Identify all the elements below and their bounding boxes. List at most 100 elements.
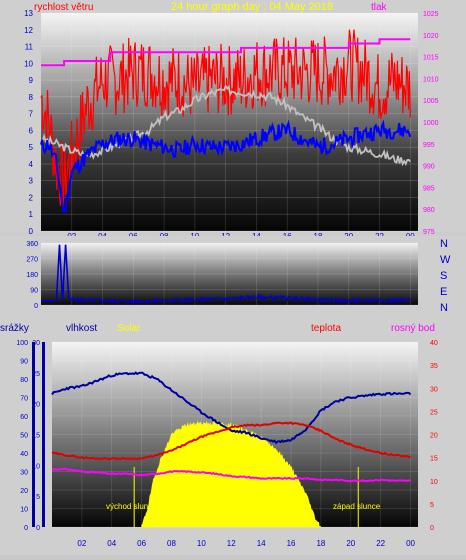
weather-series [51,371,412,528]
rain-tick-label: 30 [20,470,28,477]
wind-direction-axis-ticks: 0 90 180 270 360 [26,241,38,310]
pressure-axis-label: tlak [371,2,388,13]
wind-speed-tick-label: 7 [29,110,34,119]
wind-speed-tick-label: 6 [29,126,34,135]
pressure-tick-label: 1015 [423,55,439,62]
sunrise-annotation: východ slunce [106,502,157,511]
wind-pressure-series [40,29,412,213]
compass-label: W [440,254,451,266]
temperature-line [51,421,412,461]
humidity-line [51,371,412,445]
humidity-axis-label: vlhkost [66,323,97,334]
wind-speed-tick-label: 12 [24,26,33,35]
humidity-tick-label: 10 [32,463,40,470]
pressure-tick-label: 995 [423,142,435,149]
wind-speed-axis-label: rychlost větru [34,2,93,13]
rain-tick-label: 50 [20,433,28,440]
x-tick-label: 02 [77,539,86,548]
temperature-tick-label: 30 [430,386,438,393]
chart-title: 24 hour graph day : 04 May 2018 [171,1,333,13]
pressure-tick-label: 985 [423,185,435,192]
wind-direction-grid [41,242,418,306]
rain-axis-bar [32,342,35,527]
humidity-tick-label: 15 [32,433,40,440]
temperature-tick-label: 0 [430,525,434,532]
rain-tick-label: 60 [20,414,28,421]
wind-speed-line [40,119,412,213]
wind-speed-tick-label: 0 [29,227,34,236]
temperature-tick-label: 15 [430,456,438,463]
x-tick-label: 00 [406,539,415,548]
weather-x-ticks: 02 04 06 08 10 12 14 16 18 20 22 00 [77,539,415,548]
temperature-tick-label: 25 [430,409,438,416]
humidity-tick-label: 0 [36,525,40,532]
humidity-tick-label: 20 [32,402,40,409]
wind-speed-tick-label: 10 [24,59,33,68]
pressure-tick-label: 1000 [423,120,439,127]
direction-tick-label: 0 [34,303,38,310]
x-tick-label: 06 [137,539,146,548]
dew-point-line [51,467,411,483]
wind-speed-tick-label: 11 [25,43,34,52]
wind-direction-line [71,293,411,306]
pressure-tick-label: 1010 [423,76,439,83]
dew-point-axis-label: rosný bod [391,323,435,334]
wind-speed-tick-label: 4 [29,160,34,169]
rain-tick-label: 40 [20,451,28,458]
rain-tick-label: 90 [20,359,28,366]
x-tick-label: 08 [167,539,176,548]
direction-tick-label: 270 [26,257,38,264]
wind-speed-tick-label: 13 [24,9,33,18]
compass-label: N [440,302,448,314]
temperature-tick-label: 35 [430,363,438,370]
x-tick-label: 18 [316,539,325,548]
wind-speed-tick-label: 3 [29,177,34,186]
wind-speed-tick-label: 2 [29,193,34,202]
rain-tick-label: 20 [20,488,28,495]
temperature-axis-ticks: 0 5 10 15 20 25 30 35 40 [430,340,438,532]
rain-axis-label: srážky [0,323,29,334]
x-tick-label: 12 [227,539,236,548]
pressure-tick-label: 980 [423,207,435,214]
pressure-tick-label: 975 [423,229,435,236]
rain-axis-ticks: 0 10 20 30 40 50 60 70 80 90 100 [16,340,28,532]
rain-tick-label: 100 [16,340,28,347]
x-tick-label: 16 [287,539,296,548]
compass-label: S [440,270,447,282]
average-wind-line [40,84,412,167]
weather-panel: 0 10 20 30 40 50 60 70 80 90 100 0 5 10 15 20 25 30 0 5 10… [0,320,466,555]
compass-label: E [440,286,447,298]
rain-tick-label: 10 [20,507,28,514]
wind-speed-tick-label: 9 [29,76,34,85]
temperature-axis-label: teplota [311,323,341,334]
humidity-tick-label: 5 [36,494,40,501]
direction-tick-label: 360 [26,241,38,248]
pressure-tick-label: 990 [423,164,435,171]
solar-axis-label: Solar [117,323,141,334]
wind-speed-tick-label: 1 [29,210,34,219]
pressure-tick-label: 1025 [423,11,439,18]
humidity-tick-label: 30 [32,340,40,347]
x-tick-label: 14 [257,539,266,548]
x-tick-label: 04 [107,539,116,548]
temperature-tick-label: 10 [430,479,438,486]
rain-tick-label: 0 [24,525,28,532]
compass-label: N [440,238,448,250]
x-tick-label: 22 [376,539,385,548]
temperature-tick-label: 5 [430,502,434,509]
wind-speed-tick-label: 8 [29,93,34,102]
pressure-axis-ticks: 975 980 985 990 995 1000 1005 1010 1015 1020 1025 [423,11,439,236]
temperature-tick-label: 20 [430,433,438,440]
pressure-tick-label: 1005 [423,98,439,105]
temperature-tick-label: 40 [430,340,438,347]
rain-tick-label: 80 [20,377,28,384]
x-tick-label: 20 [346,539,355,548]
humidity-axis-bar [42,342,45,527]
wind-speed-tick-label: 5 [29,143,34,152]
direction-tick-label: 90 [30,288,38,295]
wind-pressure-plot-area [41,13,418,231]
